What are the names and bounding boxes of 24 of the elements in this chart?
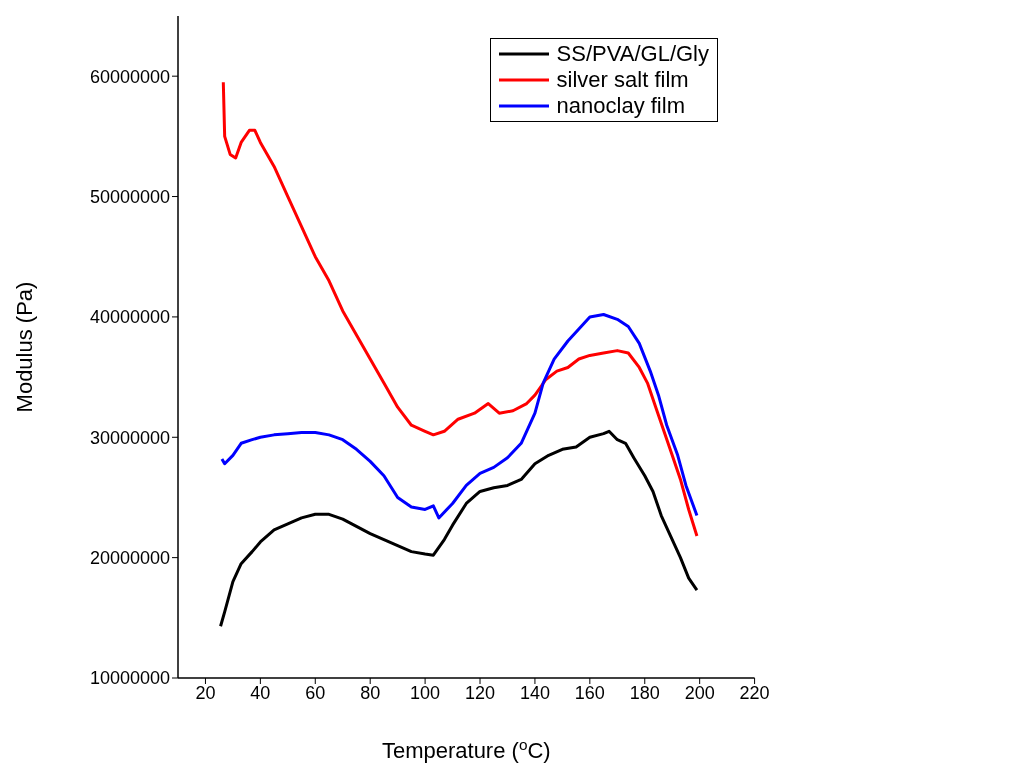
y-tick-label: 40000000 bbox=[89, 307, 170, 328]
y-tick-label: 50000000 bbox=[89, 186, 170, 207]
x-tick-label: 100 bbox=[410, 682, 441, 703]
x-axis-title: Temperature ($^{o}$C) bbox=[381, 735, 551, 763]
x-tick-label: 140 bbox=[519, 682, 550, 703]
x-tick-label: 40 bbox=[250, 682, 271, 703]
line-series bbox=[220, 313, 699, 520]
x-tick-label: 60 bbox=[305, 682, 326, 703]
x-tick-label: 160 bbox=[574, 682, 605, 703]
y-axis-title: Modulus (Pa) bbox=[12, 281, 37, 413]
x-tick-label: 80 bbox=[360, 682, 381, 703]
x-tick-label: 220 bbox=[739, 682, 770, 703]
x-tick-label: 200 bbox=[684, 682, 715, 703]
legend-label: silver salt film bbox=[556, 67, 689, 93]
y-tick-label: 30000000 bbox=[89, 427, 170, 448]
legend-label: SS/PVA/GL/Gly bbox=[556, 41, 709, 67]
x-tick-label: 20 bbox=[195, 682, 216, 703]
x-tick-label: 180 bbox=[629, 682, 660, 703]
y-tick-label: 10000000 bbox=[89, 668, 170, 689]
x-tick-label: 120 bbox=[464, 682, 496, 703]
line-series bbox=[219, 429, 699, 628]
y-tick-label: 60000000 bbox=[89, 66, 170, 87]
legend-label: nanoclay film bbox=[556, 93, 685, 119]
y-tick-label: 20000000 bbox=[89, 548, 170, 569]
